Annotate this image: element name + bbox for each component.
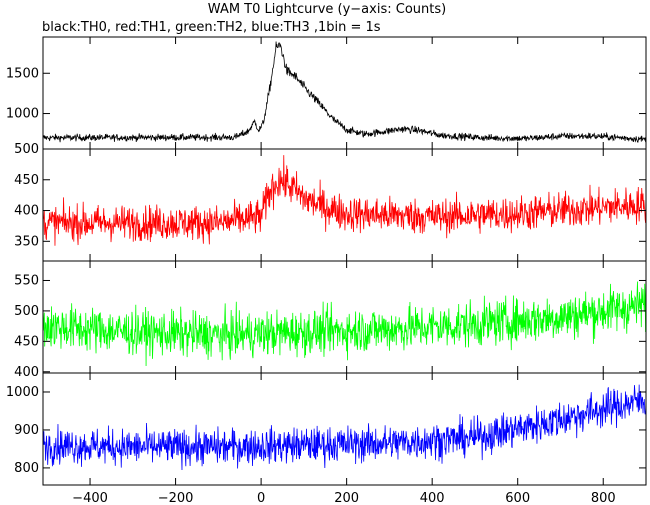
y-tick-label-1-0: 350	[14, 234, 39, 249]
y-tick-label-3-1: 900	[14, 423, 39, 438]
y-tick-label-1-2: 450	[14, 173, 39, 188]
panel-frame-1	[42, 148, 647, 262]
y-tick-label-1-1: 400	[14, 204, 39, 219]
series-line-2	[43, 281, 646, 367]
x-tick-label-3: 200	[334, 491, 359, 505]
panel-1: 350 400 450 500	[14, 142, 647, 262]
x-tick-label-5: 600	[505, 491, 530, 505]
y-tick-label-3-0: 800	[14, 461, 39, 476]
y-tick-label-0-1: 1500	[6, 66, 39, 81]
y-tick-label-1-3: 500	[14, 142, 39, 157]
y-tick-label-2-2: 500	[14, 304, 39, 319]
panel-0: 1000 1500	[6, 36, 647, 150]
panels-group: 1000 1500 350 400 450 500 400 450 500 550 800 900 10…	[6, 36, 647, 486]
panel-frame-0	[42, 36, 647, 150]
chart-subtitle: black:TH0, red:TH1, green:TH2, blue:TH3 …	[42, 20, 381, 35]
panel-frame-3	[42, 372, 647, 486]
series-line-3	[43, 384, 646, 471]
x-tick-label-2: 0	[257, 491, 265, 505]
x-tick-label-1: −200	[158, 491, 194, 505]
y-tick-label-3-2: 1000	[6, 385, 39, 400]
chart-title: WAM T0 Lightcurve (y−axis: Counts)	[208, 2, 446, 17]
x-tick-label-6: 800	[591, 491, 616, 505]
panel-2: 400 450 500 550	[14, 260, 647, 380]
x-tick-label-4: 400	[420, 491, 445, 505]
y-tick-label-2-3: 550	[14, 273, 39, 288]
y-tick-label-0-0: 1000	[6, 107, 39, 122]
series-line-0	[43, 41, 646, 143]
x-axis: −400 −200 0 200 400 600 800	[72, 491, 615, 505]
y-tick-label-2-1: 450	[14, 334, 39, 349]
panel-3: 800 900 1000	[6, 372, 647, 486]
x-tick-label-0: −400	[72, 491, 108, 505]
series-line-1	[43, 155, 646, 246]
y-tick-label-2-0: 400	[14, 365, 39, 380]
